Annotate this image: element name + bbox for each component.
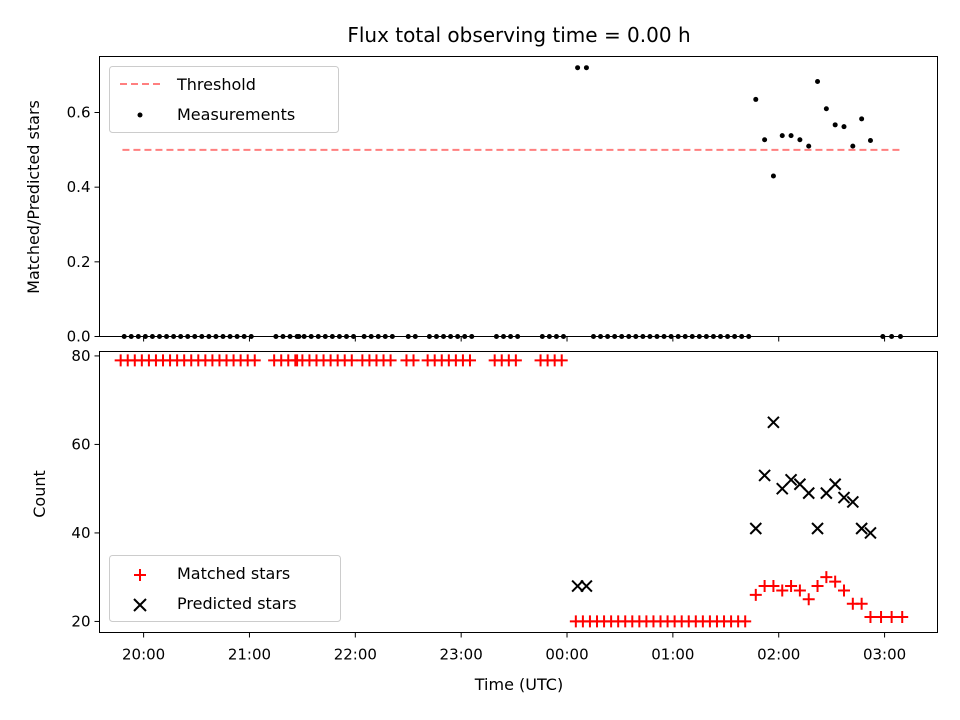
predicted-stars-point <box>749 522 762 535</box>
bottom-axes-frame <box>99 351 938 633</box>
matched-stars-point <box>776 584 789 597</box>
matched-stars-point <box>875 611 888 624</box>
top-panel: 0.0 0.2 0.4 0.6 Matched/Predicted stars Thr… <box>24 56 938 346</box>
matched-stars-point <box>248 354 261 367</box>
predicted-stars-point <box>828 478 842 491</box>
bottom-y-axis: 20 40 60 80 <box>71 347 100 630</box>
top-y-axis-label: Matched/Predicted stars <box>24 100 43 294</box>
bottom-plot-area <box>114 354 909 628</box>
predicted-stars-point <box>855 522 868 535</box>
x-tick-label: 20:00 <box>122 646 165 664</box>
predicted-stars-point <box>571 579 584 593</box>
matched-stars-point <box>767 580 780 593</box>
measurements-point <box>753 96 759 102</box>
x-tick-label: 21:00 <box>228 646 271 664</box>
top-x-axis <box>143 336 886 342</box>
predicted-stars-point <box>784 473 798 487</box>
matched-stars-point <box>885 611 898 624</box>
measurements-point <box>841 124 847 130</box>
legend-matched-label: Matched stars <box>177 564 290 583</box>
y-tick-label: 0.4 <box>67 178 91 196</box>
legend-measurements-label: Measurements <box>177 105 295 124</box>
measurements-point <box>850 143 856 149</box>
x-tick-label: 03:00 <box>863 646 906 664</box>
top-y-axis: 0.0 0.2 0.4 0.6 <box>67 104 100 346</box>
matched-stars-point <box>509 354 522 367</box>
predicted-stars-point <box>802 486 815 500</box>
bottom-panel: 20 40 60 80 20:00 21:00 22:00 23:00 00:00 01:00 0… <box>30 347 938 694</box>
measurements-point <box>832 122 838 128</box>
matched-stars-point <box>864 611 877 624</box>
legend-predicted-swatch <box>133 598 147 612</box>
legend-threshold-label: Threshold <box>176 75 256 94</box>
bottom-x-axis-label: Time (UTC) <box>474 675 563 694</box>
matched-stars-point <box>793 584 806 597</box>
y-tick-label: 40 <box>71 524 90 542</box>
y-tick-label: 0.6 <box>67 104 91 122</box>
matched-stars-point <box>855 597 868 610</box>
measurements-point <box>867 138 873 143</box>
matched-stars-point <box>896 611 909 624</box>
predicted-stars-point <box>758 469 771 482</box>
predicted-stars-point <box>864 526 877 540</box>
legend-measurements-swatch <box>137 112 143 118</box>
predicted-stars-point <box>580 579 593 593</box>
measurements-point <box>788 133 794 139</box>
measurements-point <box>779 133 785 139</box>
measurements-point <box>823 106 829 112</box>
y-tick-label: 0.2 <box>67 253 91 271</box>
predicted-stars-point <box>811 522 824 535</box>
y-tick-label: 0.0 <box>67 328 91 346</box>
bottom-legend-box <box>109 555 341 622</box>
x-tick-label: 22:00 <box>334 646 377 664</box>
top-legend-box <box>109 66 339 133</box>
predicted-stars-point <box>837 491 851 504</box>
bottom-x-axis: 20:00 21:00 22:00 23:00 00:00 01:00 02:00 03:00 <box>122 632 906 664</box>
y-tick-label: 80 <box>71 347 90 365</box>
x-tick-label: 01:00 <box>651 646 694 664</box>
measurements-point <box>815 79 821 85</box>
matched-stars-point <box>463 354 476 367</box>
measurements-point <box>859 116 865 122</box>
top-axes-frame <box>99 56 938 337</box>
measurements-point <box>797 137 803 143</box>
x-tick-label: 02:00 <box>757 646 800 664</box>
measurements-point <box>762 137 768 143</box>
matched-stars-point <box>384 354 397 367</box>
predicted-stars-point <box>846 495 860 509</box>
legend-matched-swatch <box>134 569 146 581</box>
matched-stars-point <box>820 571 833 584</box>
matched-stars-point <box>739 615 752 628</box>
matched-stars-point <box>802 593 815 606</box>
chart-title: Flux total observing time = 0.00 h <box>347 23 690 47</box>
predicted-stars-point <box>767 416 780 429</box>
x-tick-label: 00:00 <box>545 646 588 664</box>
bottom-y-axis-label: Count <box>30 470 49 518</box>
measurements-point <box>575 65 581 71</box>
bottom-legend: Matched stars Predicted stars <box>109 555 341 622</box>
matched-stars-point <box>829 575 842 588</box>
measurements-point <box>583 65 589 71</box>
matched-stars-point <box>811 580 824 593</box>
matched-stars-point <box>407 354 420 367</box>
top-legend: Threshold Measurements <box>109 66 339 133</box>
matched-stars-point <box>785 580 798 593</box>
y-tick-label: 20 <box>71 612 90 630</box>
matched-stars-point <box>345 354 358 367</box>
x-tick-label: 23:00 <box>440 646 483 664</box>
legend-predicted-label: Predicted stars <box>177 594 297 613</box>
matched-stars-point <box>837 584 850 597</box>
measurements-point <box>806 143 812 149</box>
measurements-point <box>770 173 776 179</box>
matched-stars-point <box>555 354 568 367</box>
y-tick-label: 60 <box>71 435 90 453</box>
matched-stars-point <box>749 588 762 601</box>
